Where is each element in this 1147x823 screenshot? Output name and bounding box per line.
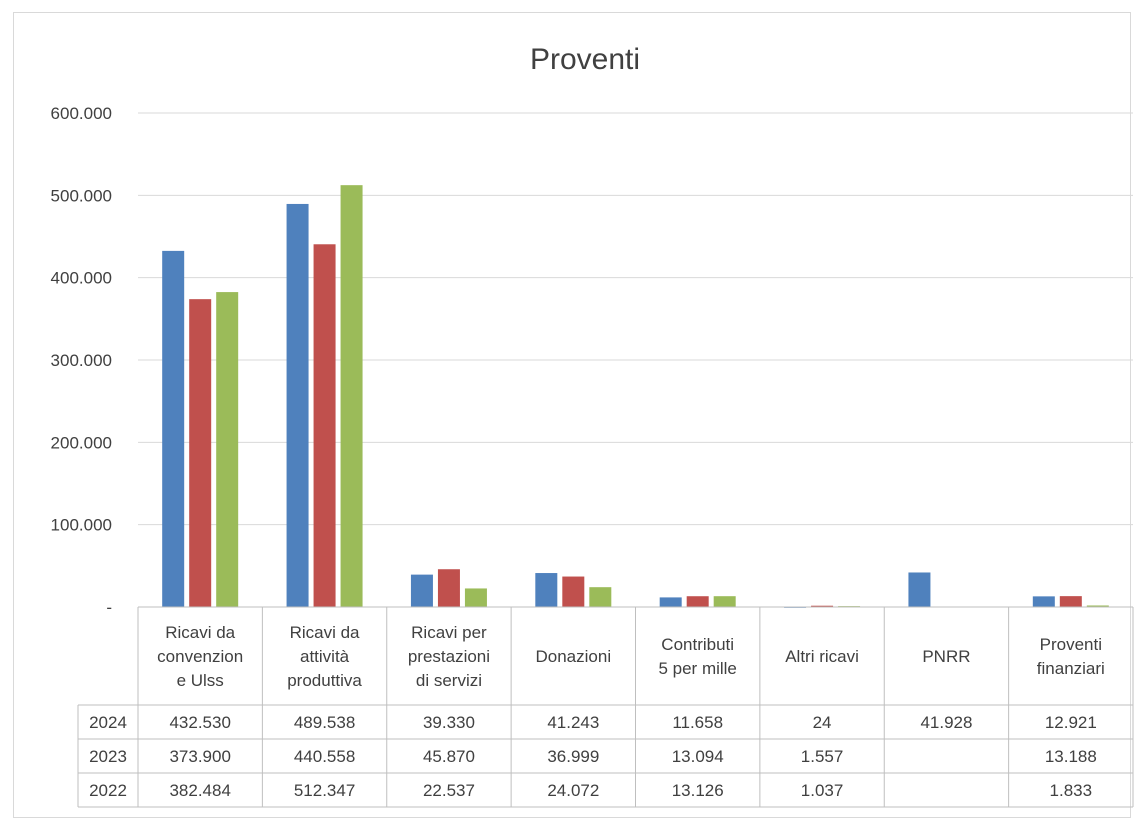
bar-2022 [464,588,487,607]
data-value: 13.126 [672,781,724,800]
data-value: 12.921 [1045,713,1097,732]
bar-2023 [686,596,709,607]
category-label: 5 per mille [658,659,736,678]
category-label: Altri ricavi [785,647,859,666]
bar-2024 [1032,596,1055,607]
bar-2022 [216,292,239,607]
category-label: Ricavi da [290,623,360,642]
y-tick-label: 200.000 [51,433,112,452]
data-value: 24 [813,713,832,732]
bars [162,185,1109,608]
chart-title: Proventi [530,43,640,76]
data-value: 39.330 [423,713,475,732]
series-label: 2022 [89,781,127,800]
category-label: attività [300,647,350,666]
data-value: 41.928 [920,713,972,732]
series-label: 2023 [89,747,127,766]
chart-frame [13,12,1131,818]
bar-2023 [189,299,212,607]
bar-2023 [562,576,585,607]
data-value: 13.188 [1045,747,1097,766]
bar-2023 [313,244,336,607]
data-value: 45.870 [423,747,475,766]
category-label: convenzion [157,647,243,666]
y-axis-ticks: - 100.000 200.000 300.000 400.000 500.000 600.… [51,104,112,617]
data-value: 36.999 [547,747,599,766]
bar-2022 [713,596,736,607]
bar-2024 [162,250,185,607]
data-value: 373.900 [169,747,230,766]
y-tick-label: 300.000 [51,351,112,370]
data-value: 24.072 [547,781,599,800]
category-label: di servizi [416,671,482,690]
data-value: 440.558 [294,747,355,766]
bar-2024 [410,574,433,607]
data-value: 489.538 [294,713,355,732]
bar-2022 [589,587,612,607]
category-label: e Ulss [177,671,224,690]
category-label: Ricavi per [411,623,487,642]
y-tick-label: 100.000 [51,516,112,535]
bar-2024 [908,572,931,607]
bar-2024 [286,203,309,607]
category-label: finanziari [1037,659,1105,678]
y-tick-label: 600.000 [51,104,112,123]
bar-2022 [1086,605,1109,607]
data-value: 1.833 [1050,781,1093,800]
data-table: Ricavi da convenzion e Ulss Ricavi da attivi… [77,606,1134,808]
y-tick-label: - [106,598,112,617]
bar-2023 [811,605,834,607]
bar-2023 [437,569,460,607]
data-value: 382.484 [169,781,230,800]
data-value: 22.537 [423,781,475,800]
category-label: prestazioni [408,647,490,666]
data-value: 1.037 [801,781,844,800]
y-tick-label: 400.000 [51,269,112,288]
bar-2024 [535,573,558,607]
data-value: 11.658 [672,713,723,732]
category-label: PNRR [922,647,970,666]
category-label: Proventi [1040,635,1102,654]
category-label: Ricavi da [165,623,235,642]
category-label: Contributi [661,635,734,654]
data-value: 41.243 [547,713,599,732]
data-value: 13.094 [672,747,724,766]
y-tick-label: 500.000 [51,186,112,205]
category-label: produttiva [287,671,362,690]
series-label: 2024 [89,713,127,732]
bar-2022 [340,185,363,607]
data-value: 1.557 [801,747,844,766]
bar-2024 [659,597,682,607]
data-value: 432.530 [169,713,230,732]
bar-2023 [1059,596,1082,607]
category-label: Donazioni [536,647,612,666]
data-value: 512.347 [294,781,355,800]
